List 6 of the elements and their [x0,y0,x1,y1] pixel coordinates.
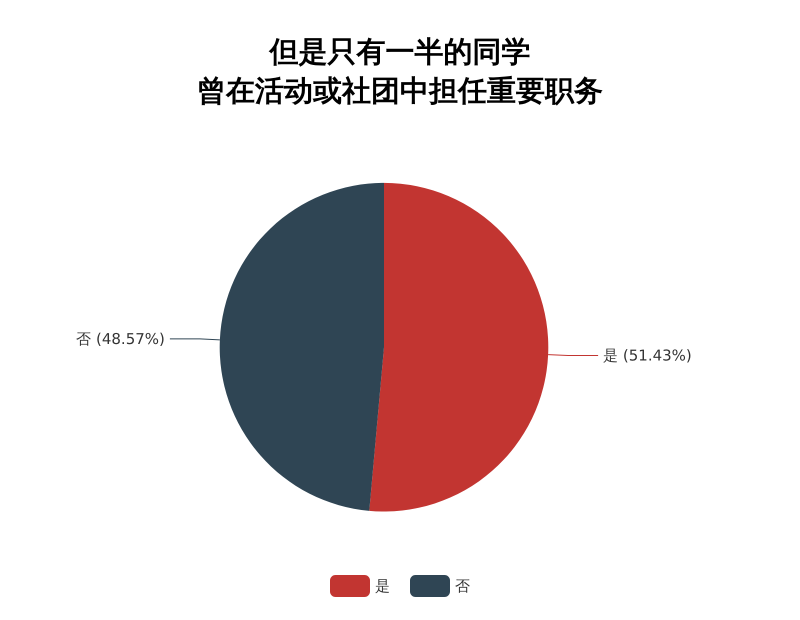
category-label: 否 (48.57%) [76,330,165,348]
legend-label: 是 [375,577,390,595]
legend-label: 否 [455,577,470,595]
category-label: 是 (51.43%) [603,346,692,364]
chart-title: 但是只有一半的同学 [268,34,530,68]
chart-subtitle: 曾在活动或社团中担任重要职务 [197,74,603,108]
